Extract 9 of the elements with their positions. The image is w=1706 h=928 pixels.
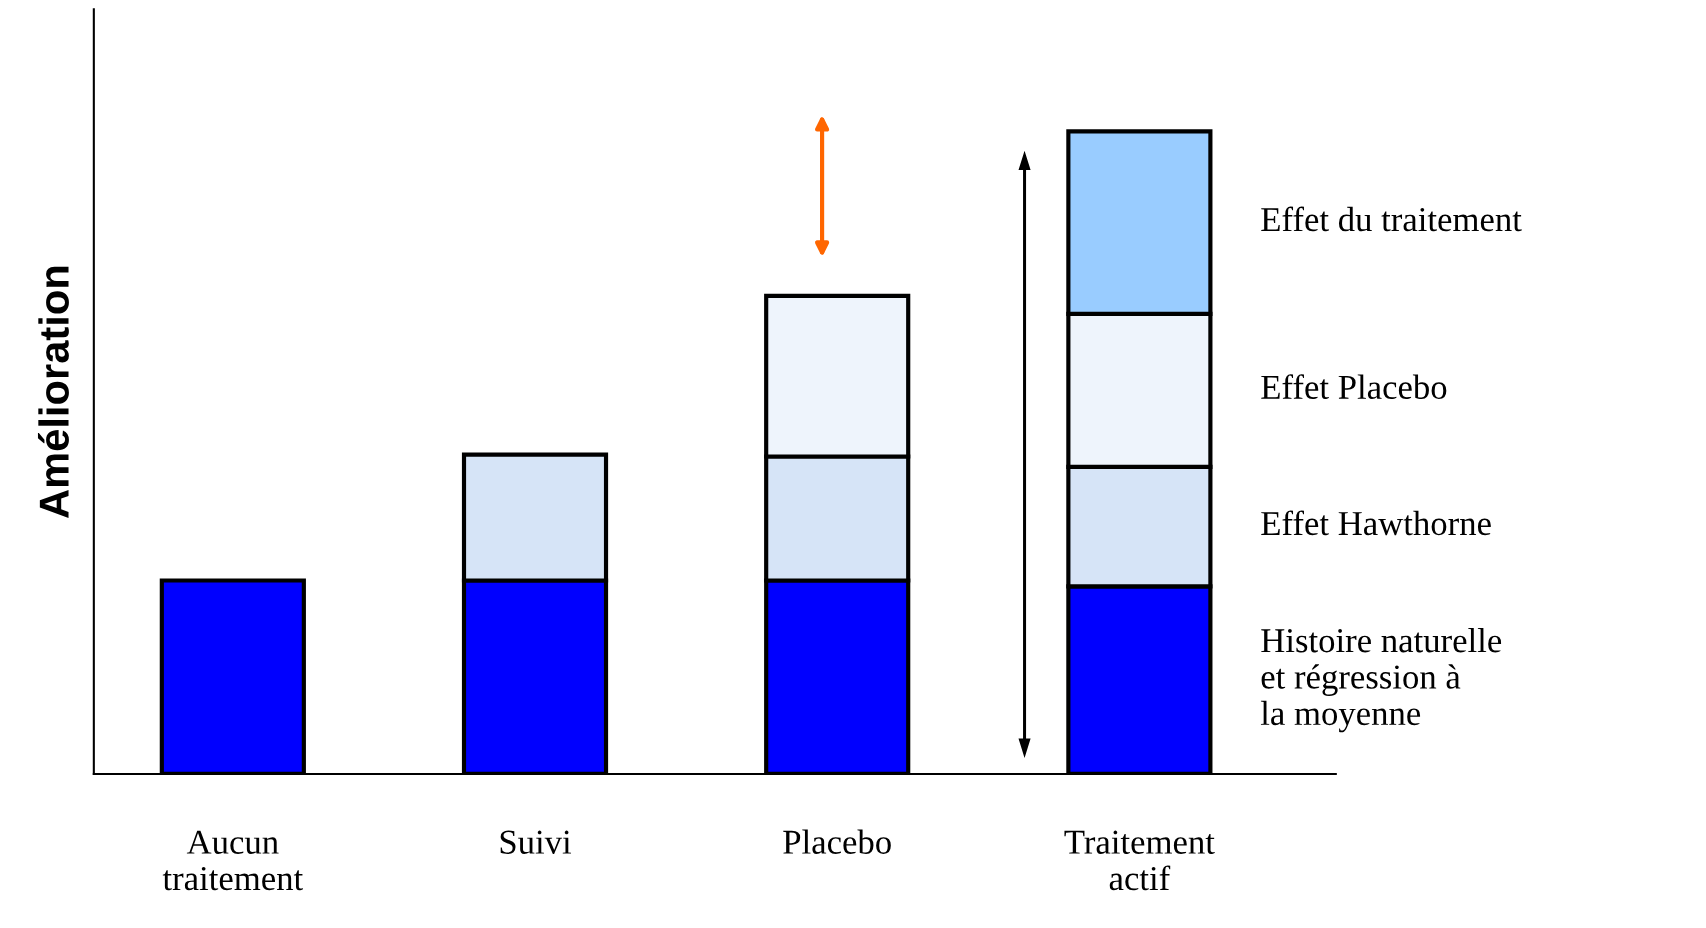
x-tick-label: Traitement actif (1064, 830, 1215, 891)
series-label: Effet du traitement (1261, 206, 1522, 232)
x-tick-label: Aucun traitement (162, 830, 304, 891)
y-axis-title: Amélioration (37, 266, 69, 518)
series-label: Histoire naturelle et régression à la moyenne (1260, 627, 1502, 733)
x-tick-label: Suivi (500, 830, 572, 854)
series-label: Effet Hawthorne (1261, 510, 1491, 536)
series-label: Effet Placebo (1261, 374, 1447, 400)
x-tick-label: Placebo (783, 829, 891, 854)
